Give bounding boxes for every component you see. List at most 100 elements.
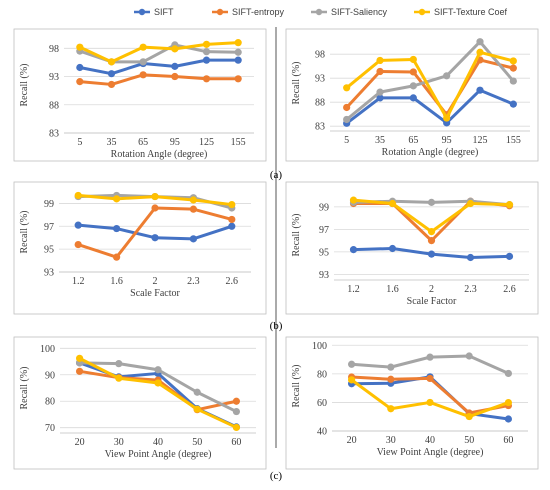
legend-label: SIFT-Texture Coef [434, 7, 508, 17]
y-tick-label: 98 [315, 50, 325, 61]
data-point [76, 354, 84, 362]
series-sift [349, 244, 514, 262]
data-point [154, 366, 162, 374]
y-axis-title: Recall (%) [291, 213, 302, 256]
series-sift-texture-coef-line [345, 50, 514, 120]
series-sift-texture-coef-line [79, 41, 239, 64]
y-axis-title: Recall (%) [19, 63, 30, 106]
data-point [74, 240, 82, 249]
data-point [426, 374, 434, 383]
data-point [509, 100, 517, 108]
data-point [113, 195, 121, 203]
data-point [107, 80, 116, 89]
data-point [427, 228, 436, 236]
data-point [505, 252, 514, 260]
x-tick-label: 2.6 [503, 284, 516, 295]
panel-label-b: (b) [270, 320, 283, 332]
series-sift-entropy [76, 71, 242, 89]
chart-panel-3: 93 95 97 99 1.2 1.6 2 2.3 2.6 Scale Factor Recall … [13, 181, 267, 315]
y-tick-label: 80 [317, 369, 327, 380]
panel-label-c: (c) [270, 470, 283, 482]
x-tick-label: 1.2 [347, 284, 360, 295]
series-sift-entropy-line [79, 73, 239, 86]
data-point [376, 88, 384, 96]
data-point [232, 423, 240, 432]
data-point [465, 352, 473, 360]
data-point [232, 407, 240, 416]
data-point [443, 72, 451, 80]
x-tick-label: 2 [429, 284, 434, 295]
x-tick-label: 35 [375, 135, 385, 146]
y-tick-label: 90 [45, 370, 55, 381]
legend-marker [418, 8, 426, 16]
series-sift [74, 221, 236, 243]
data-point [376, 94, 384, 102]
data-point [443, 114, 451, 122]
x-tick-label: 2.6 [226, 276, 239, 287]
data-point [115, 374, 123, 382]
data-point [349, 196, 358, 204]
data-point [202, 75, 211, 83]
panel-label-a: (a) [270, 169, 283, 181]
data-point [509, 77, 517, 85]
data-point [387, 405, 395, 413]
y-tick-label: 99 [319, 202, 329, 213]
data-point [505, 201, 514, 209]
data-point [504, 415, 512, 423]
data-point [409, 55, 417, 64]
x-axis-title: Scale Factor [130, 288, 180, 299]
series-sift [343, 86, 517, 127]
data-point [139, 58, 147, 66]
data-point [234, 39, 242, 47]
legend: SIFT SIFT-entropy SIFT-Saliency SIFT-Textur… [134, 7, 508, 17]
x-axis-title: View Point Angle (degree) [105, 449, 212, 460]
legend-label: SIFT-Saliency [331, 7, 388, 17]
data-point [387, 375, 395, 383]
x-tick-label: 2.3 [464, 284, 477, 295]
legend-item-sift: SIFT [134, 7, 174, 17]
data-point [509, 64, 517, 72]
legend-marker [315, 8, 323, 16]
data-point [76, 78, 84, 86]
y-tick-label: 70 [45, 423, 55, 434]
data-point [76, 63, 84, 72]
x-axis-title: Rotation Angle (degree) [111, 149, 208, 160]
x-tick-label: 125 [199, 137, 214, 148]
legend-item-sift-saliency: SIFT-Saliency [311, 7, 388, 17]
y-tick-label: 60 [317, 398, 327, 409]
series-sift-texture-coef [349, 196, 514, 236]
series-sift-saliency [343, 38, 517, 124]
legend-item-sift-entropy: SIFT-entropy [212, 7, 285, 17]
data-point [74, 221, 82, 229]
x-tick-label: 5 [344, 135, 349, 146]
y-axis-title: Recall (%) [291, 61, 302, 104]
x-tick-label: 20 [75, 437, 85, 448]
data-point [409, 68, 417, 76]
data-point [504, 398, 512, 407]
data-point [202, 48, 211, 56]
x-tick-label: 30 [114, 437, 124, 448]
data-point [466, 199, 475, 208]
data-point [466, 253, 475, 262]
data-point [154, 379, 162, 387]
data-point [171, 62, 179, 70]
data-point [202, 56, 211, 64]
series-sift-entropy-line [345, 58, 514, 117]
x-tick-label: 60 [231, 437, 241, 448]
data-point [348, 376, 356, 384]
data-point [115, 360, 123, 368]
data-point [76, 367, 84, 375]
y-tick-label: 88 [315, 98, 325, 109]
y-axis-title: Recall (%) [19, 210, 30, 253]
x-axis-title: View Point Angle (degree) [377, 447, 484, 458]
series-sift-saliency [348, 352, 512, 378]
chart-frame [13, 336, 267, 470]
legend-marker [138, 8, 146, 16]
chart-panel-6: 40 60 80 100 20 30 40 50 60 View Point Angle (deg… [285, 336, 539, 470]
data-point [234, 75, 242, 83]
data-point [343, 84, 351, 92]
x-tick-label: 35 [107, 137, 117, 148]
x-tick-label: 65 [408, 135, 418, 146]
series-sift-entropy [74, 204, 236, 261]
data-point [193, 388, 201, 396]
